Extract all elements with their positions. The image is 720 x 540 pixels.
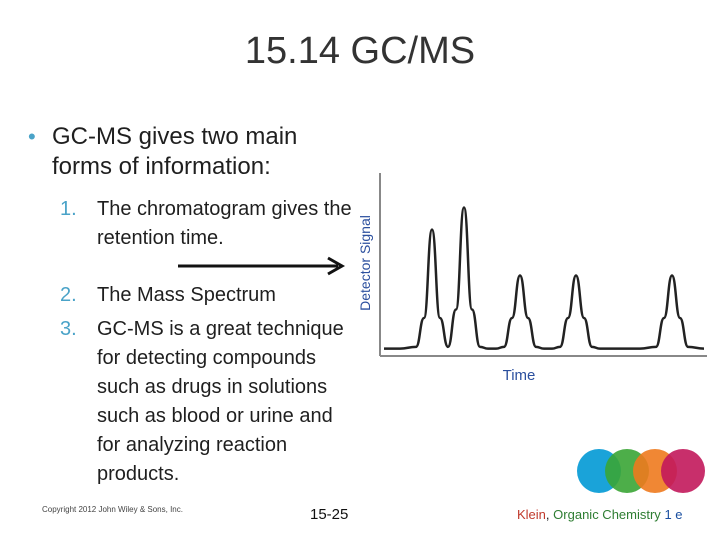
wiley-logo bbox=[577, 449, 705, 493]
item-text: GC-MS is a great technique for detecting… bbox=[97, 318, 344, 485]
bullet-dot-icon: • bbox=[28, 124, 36, 149]
main-bullet: • GC-MS gives two main forms of informat… bbox=[28, 122, 358, 182]
credit-separator: , bbox=[545, 507, 550, 522]
edition-label: 1 e bbox=[664, 507, 683, 522]
item-text: The chromatogram gives the retention tim… bbox=[97, 198, 352, 249]
item-text: The Mass Spectrum bbox=[97, 284, 276, 306]
item-number: 3. bbox=[60, 318, 77, 340]
author-name: Klein bbox=[517, 507, 546, 522]
copyright-text: Copyright 2012 John Wiley & Sons, Inc. bbox=[42, 505, 183, 514]
numbered-item-2: 2. The Mass Spectrum bbox=[60, 281, 360, 310]
item-number: 2. bbox=[60, 284, 77, 306]
slide-title: 15.14 GC/MS bbox=[244, 30, 476, 72]
main-bullet-text: GC-MS gives two main forms of informatio… bbox=[52, 123, 298, 180]
numbered-item-3: 3. GC-MS is a great technique for detect… bbox=[60, 315, 360, 489]
logo-circle bbox=[661, 449, 705, 493]
chromatogram-chart: Detector Signal Time bbox=[357, 173, 707, 384]
y-axis-label: Detector Signal bbox=[357, 215, 373, 311]
x-axis-label: Time bbox=[503, 367, 536, 384]
book-credit: Klein, Organic Chemistry 1 e bbox=[517, 507, 683, 522]
bullet-block: • GC-MS gives two main forms of informat… bbox=[28, 122, 358, 182]
numbered-item-1: 1. The chromatogram gives the retention … bbox=[60, 195, 360, 253]
arrow-right-icon bbox=[178, 256, 346, 276]
page-number: 15-25 bbox=[310, 506, 349, 523]
book-title: Organic Chemistry bbox=[553, 507, 661, 522]
item-number: 1. bbox=[60, 198, 77, 220]
detector-signal-line bbox=[383, 206, 705, 350]
